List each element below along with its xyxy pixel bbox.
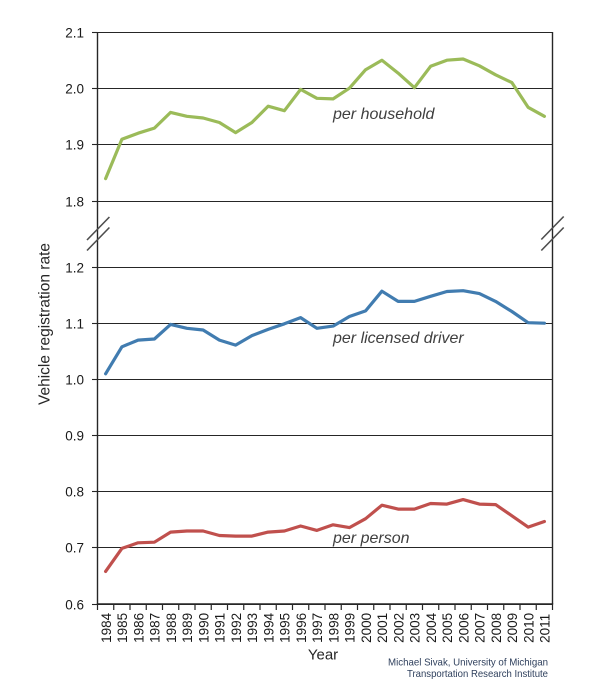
- svg-text:2007: 2007: [473, 613, 488, 643]
- svg-text:1987: 1987: [148, 613, 163, 643]
- svg-text:1.8: 1.8: [65, 195, 84, 210]
- svg-text:1995: 1995: [278, 613, 293, 643]
- svg-text:1.0: 1.0: [65, 373, 84, 388]
- svg-text:1997: 1997: [310, 613, 325, 643]
- svg-text:1989: 1989: [180, 613, 195, 643]
- svg-text:2003: 2003: [408, 613, 423, 643]
- svg-text:Year: Year: [308, 647, 338, 664]
- svg-text:Michael Sivak, University of M: Michael Sivak, University of Michigan: [388, 657, 548, 669]
- svg-text:1992: 1992: [229, 613, 244, 643]
- svg-text:2.1: 2.1: [65, 26, 84, 41]
- svg-text:0.8: 0.8: [65, 485, 84, 500]
- svg-text:Vehicle registration rate: Vehicle registration rate: [37, 243, 54, 405]
- svg-text:0.7: 0.7: [65, 541, 84, 556]
- svg-text:1.2: 1.2: [65, 261, 84, 276]
- svg-text:2.0: 2.0: [65, 82, 84, 97]
- svg-text:per household: per household: [332, 106, 436, 123]
- svg-text:2004: 2004: [424, 612, 439, 643]
- svg-text:Transportation Research Instit: Transportation Research Institute: [407, 668, 548, 680]
- svg-text:1.1: 1.1: [65, 317, 84, 332]
- svg-text:0.9: 0.9: [65, 429, 84, 444]
- svg-text:per licensed driver: per licensed driver: [332, 330, 464, 347]
- svg-text:1988: 1988: [164, 613, 179, 643]
- svg-text:2009: 2009: [505, 613, 520, 643]
- svg-text:1999: 1999: [343, 613, 358, 643]
- svg-text:1990: 1990: [196, 613, 211, 643]
- svg-text:1991: 1991: [213, 613, 228, 643]
- svg-text:1996: 1996: [294, 613, 309, 643]
- svg-text:1.9: 1.9: [65, 138, 84, 153]
- svg-text:1993: 1993: [245, 613, 260, 643]
- svg-text:1994: 1994: [261, 612, 276, 643]
- svg-text:2002: 2002: [391, 613, 406, 643]
- svg-text:2005: 2005: [440, 613, 455, 643]
- svg-text:2001: 2001: [375, 613, 390, 643]
- svg-text:1984: 1984: [99, 612, 114, 643]
- svg-text:0.6: 0.6: [65, 598, 84, 613]
- svg-text:2011: 2011: [538, 614, 553, 643]
- svg-text:1986: 1986: [131, 613, 146, 643]
- svg-text:per person: per person: [332, 530, 410, 547]
- svg-text:2008: 2008: [489, 613, 504, 643]
- svg-text:2006: 2006: [456, 613, 471, 643]
- svg-text:1985: 1985: [115, 613, 130, 643]
- svg-text:2010: 2010: [521, 613, 536, 643]
- svg-text:2000: 2000: [359, 613, 374, 643]
- svg-text:1998: 1998: [326, 613, 341, 643]
